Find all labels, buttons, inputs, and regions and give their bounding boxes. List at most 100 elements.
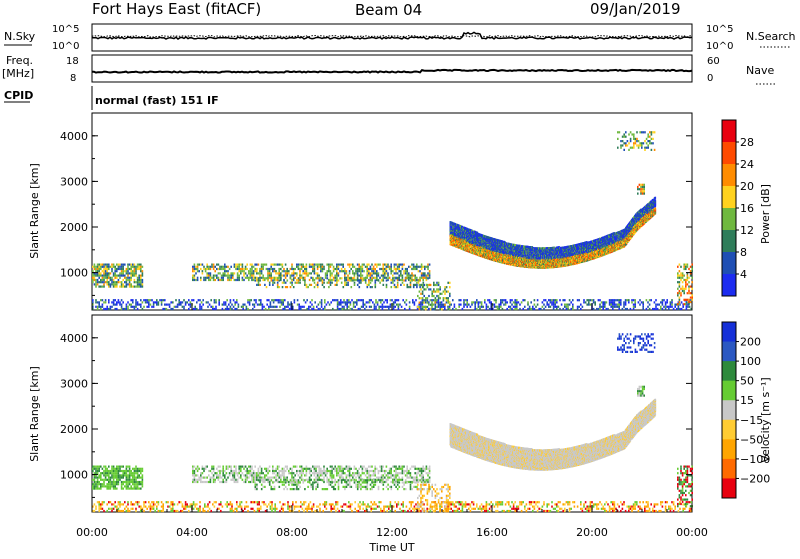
data-cell	[620, 301, 622, 303]
data-cell	[447, 308, 449, 310]
data-cell	[226, 275, 228, 277]
data-cell	[270, 264, 272, 266]
data-cell	[319, 301, 321, 303]
data-cell	[294, 301, 296, 303]
data-cell	[599, 308, 601, 310]
data-cell	[251, 277, 253, 279]
data-cell	[127, 279, 129, 281]
data-cell	[386, 279, 388, 281]
data-cell	[548, 299, 550, 301]
data-cell	[268, 299, 270, 301]
data-cell	[686, 308, 688, 310]
data-cell	[222, 304, 224, 306]
data-cell	[230, 275, 232, 277]
data-cell	[446, 291, 448, 293]
data-cell	[134, 264, 136, 266]
data-cell	[384, 264, 386, 266]
data-cell	[138, 277, 140, 279]
data-cell	[416, 284, 418, 286]
data-cell	[150, 304, 152, 306]
data-cell	[361, 299, 363, 301]
data-cell	[416, 266, 418, 268]
data-cell	[198, 264, 200, 266]
data-cell	[322, 308, 324, 310]
data-cell	[137, 279, 139, 281]
data-cell	[338, 279, 340, 281]
data-cell	[367, 284, 369, 286]
data-cell	[272, 264, 274, 266]
data-cell	[290, 282, 292, 284]
data-cell	[534, 308, 536, 310]
data-cell	[554, 304, 556, 306]
data-cell	[378, 279, 380, 281]
data-cell	[247, 301, 249, 303]
data-cell	[153, 306, 155, 308]
data-cell	[277, 282, 279, 284]
data-cell	[530, 301, 532, 303]
data-cell	[95, 286, 97, 288]
data-cell	[195, 279, 197, 281]
data-cell	[218, 279, 220, 281]
data-cell	[264, 264, 266, 266]
data-cell	[402, 282, 404, 284]
data-cell	[553, 304, 555, 306]
data-cell	[379, 264, 381, 266]
data-cell	[505, 301, 507, 303]
data-cell	[405, 268, 407, 270]
data-cell	[368, 284, 370, 286]
data-cell	[94, 283, 96, 285]
data-cell	[334, 299, 336, 301]
station-title: Fort Hays East (fitACF)	[92, 0, 261, 18]
data-cell	[334, 275, 336, 277]
data-cell	[234, 308, 236, 310]
data-cell	[418, 266, 420, 268]
data-cell	[300, 308, 302, 310]
data-cell	[562, 308, 564, 310]
data-cell	[216, 264, 218, 266]
data-cell	[390, 264, 392, 266]
data-cell	[650, 299, 652, 301]
data-cell	[285, 282, 287, 284]
data-cell	[227, 266, 229, 268]
data-cell	[362, 299, 364, 301]
data-cell	[251, 266, 253, 268]
data-cell	[310, 272, 312, 274]
data-cell	[98, 275, 100, 277]
data-cell	[476, 299, 478, 301]
data-cell	[202, 272, 204, 274]
data-cell	[381, 268, 383, 270]
data-cell	[338, 304, 340, 306]
data-cell	[324, 306, 326, 308]
data-cell	[346, 272, 348, 274]
data-cell	[95, 283, 97, 285]
data-cell	[422, 277, 424, 279]
data-cell	[339, 270, 341, 272]
data-cell	[516, 301, 518, 303]
data-cell	[328, 279, 330, 281]
data-cell	[258, 282, 260, 284]
data-cell	[127, 272, 129, 274]
data-cell	[192, 270, 194, 272]
data-cell	[408, 279, 410, 281]
data-cell	[288, 270, 290, 272]
data-cell	[200, 279, 202, 281]
data-cell	[224, 268, 226, 270]
data-cell	[235, 268, 237, 270]
data-cell	[371, 270, 373, 272]
data-cell	[282, 264, 284, 266]
data-cell	[657, 304, 659, 306]
data-cell	[510, 308, 512, 310]
data-cell	[443, 297, 445, 299]
data-cell	[503, 304, 505, 306]
data-cell	[570, 308, 572, 310]
data-cell	[312, 277, 314, 279]
data-cell	[250, 268, 252, 270]
data-cell	[366, 301, 368, 303]
data-cell	[326, 270, 328, 272]
data-cell	[142, 301, 144, 303]
data-cell	[242, 266, 244, 268]
data-cell	[382, 266, 384, 268]
freq-tick-bottom: 8	[70, 73, 76, 84]
data-cell	[420, 308, 422, 310]
data-cell	[298, 279, 300, 281]
